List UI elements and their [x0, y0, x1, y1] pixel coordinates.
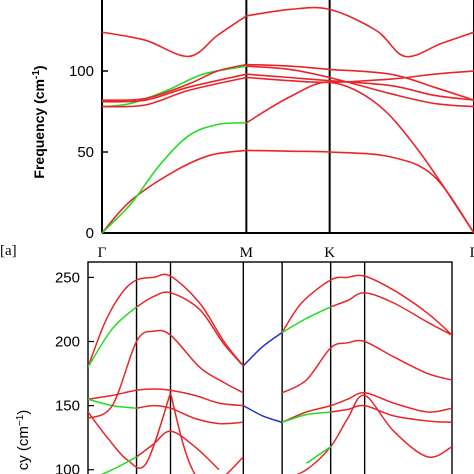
top-dispersion-branch	[246, 73, 474, 101]
bottom-dispersion-branch	[330, 292, 452, 336]
top-y-tick-label: 0	[86, 225, 94, 242]
bottom-dispersion-branch	[281, 274, 452, 336]
bottom-dispersion-branch	[136, 404, 244, 425]
bottom-dispersion-branch	[136, 430, 220, 471]
bottom-dispersion-branch	[330, 404, 452, 424]
top-dispersion-branch	[246, 63, 474, 101]
bottom-dispersion-branch	[136, 291, 244, 367]
top-dispersion-branch	[246, 65, 474, 108]
top-dispersion-panel: 050100150ΓMKΓFrequency (cm-1)	[31, 0, 474, 261]
top-dispersion-branch	[245, 81, 474, 234]
top-dispersion-branch	[101, 122, 247, 234]
bottom-dispersion-panel: 100 150 200 250 cy (cm−1)	[15, 261, 453, 474]
bottom-dispersion-branch	[305, 446, 332, 464]
bottom-dispersion-branch	[88, 329, 244, 420]
top-y-tick-label: 50	[77, 144, 94, 161]
bottom-dispersion-branch	[242, 404, 283, 424]
bottom-dispersion-branch	[88, 273, 244, 368]
bottom-dispersion-branch	[88, 388, 244, 407]
bottom-dispersion-branch	[281, 411, 331, 424]
bottom-dispersion-branch	[281, 306, 332, 334]
bottom-y-tick-label: 100	[55, 462, 80, 474]
top-x-tick-label: K	[324, 245, 335, 261]
top-dispersion-branch	[101, 15, 247, 58]
bottom-y-tick-label: 200	[55, 334, 80, 351]
top-x-tick-label: M	[240, 245, 253, 261]
top-dispersion-branch	[101, 73, 247, 103]
top-y-tick-label: 100	[69, 63, 94, 80]
bottom-dispersion-branch	[100, 456, 137, 474]
bottom-y-tick-label: 250	[55, 269, 80, 286]
top-dispersion-branch	[101, 63, 247, 102]
top-dispersion-branch	[101, 76, 247, 108]
bottom-dispersion-branch	[281, 392, 452, 423]
bottom-y-axis-title: cy (cm−1)	[15, 410, 32, 471]
top-x-tick-label: Γ	[470, 245, 474, 261]
bottom-dispersion-branch	[296, 394, 452, 474]
bottom-dispersion-branch	[88, 306, 138, 368]
top-x-tick-label: Γ	[98, 245, 107, 261]
top-dispersion-branch	[246, 149, 474, 234]
bottom-dispersion-branch	[88, 392, 172, 469]
top-dispersion-branch	[246, 6, 474, 58]
bottom-dispersion-branch	[169, 392, 244, 474]
top-y-axis-title: Frequency (cm-1)	[31, 65, 47, 178]
panel-tag-a: [a]	[0, 243, 17, 259]
top-dispersion-branch	[101, 149, 247, 234]
top-dispersion-branch	[246, 70, 474, 84]
bottom-dispersion-branch	[242, 331, 283, 367]
bottom-frame	[87, 261, 453, 474]
bottom-y-tick-label: 150	[55, 398, 80, 415]
bottom-dispersion-branch	[281, 339, 452, 394]
bottom-branches-group	[88, 273, 452, 474]
